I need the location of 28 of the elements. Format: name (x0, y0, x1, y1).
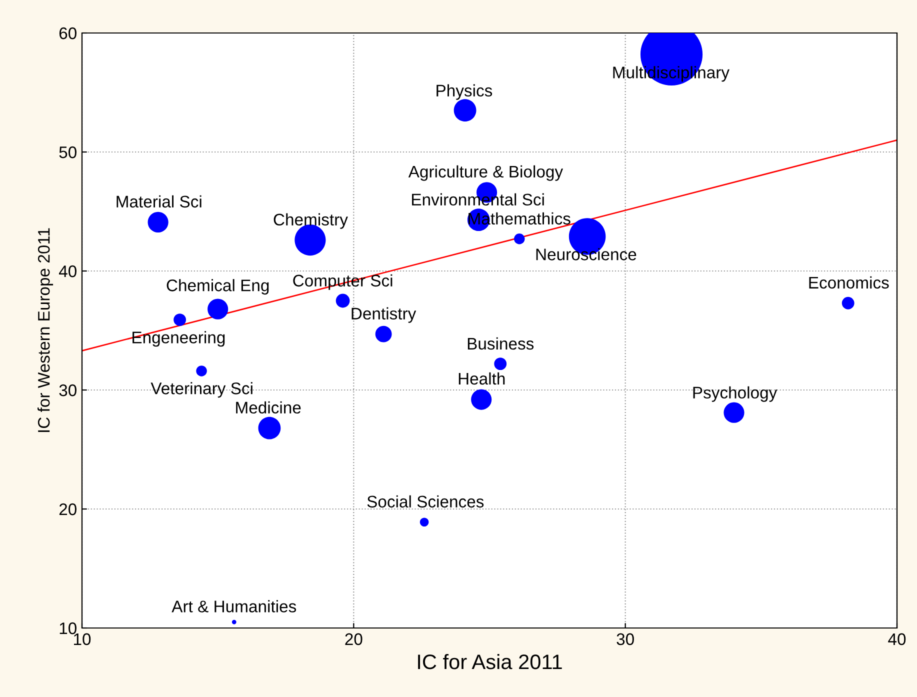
y-axis-title: IC for Western Europe 2011 (38, 228, 54, 432)
annotation: Chemistry (274, 213, 348, 229)
annotation: Physics (436, 84, 492, 100)
annotation: Chemical Eng (166, 279, 269, 295)
x-tick-label: 40 (888, 633, 906, 646)
annotation: Economics (809, 276, 889, 289)
annotation: Veterinary Sci (150, 382, 252, 398)
annotation: Agriculture & Biology (408, 165, 564, 181)
annotation: Material Sci (116, 195, 202, 208)
annotation: Medicine (236, 401, 301, 414)
annotation: Business (468, 337, 534, 350)
annotation: Neuroscience (536, 248, 636, 260)
x-tick-label: 10 (74, 633, 91, 646)
x-tick-label: 20 (345, 633, 362, 646)
annotation: Health (458, 372, 505, 385)
annotation: Art & Humanities (172, 600, 296, 612)
annotation: Psychology (693, 386, 778, 402)
annotation: Dentistry (352, 307, 416, 323)
y-tick-label: 50 (59, 146, 76, 158)
y-tick-label: 60 (59, 27, 76, 40)
x-axis-title: IC for Asia 2011 (418, 654, 562, 670)
x-tick-label: 30 (616, 633, 634, 646)
y-tick-label: 30 (59, 384, 76, 396)
y-tick-label: 10 (60, 622, 76, 634)
annotation: Engeneering (132, 331, 225, 347)
annotation: Social Sciences (367, 495, 484, 508)
y-tick-label: 20 (59, 503, 76, 516)
y-tick-label: 40 (58, 265, 76, 278)
